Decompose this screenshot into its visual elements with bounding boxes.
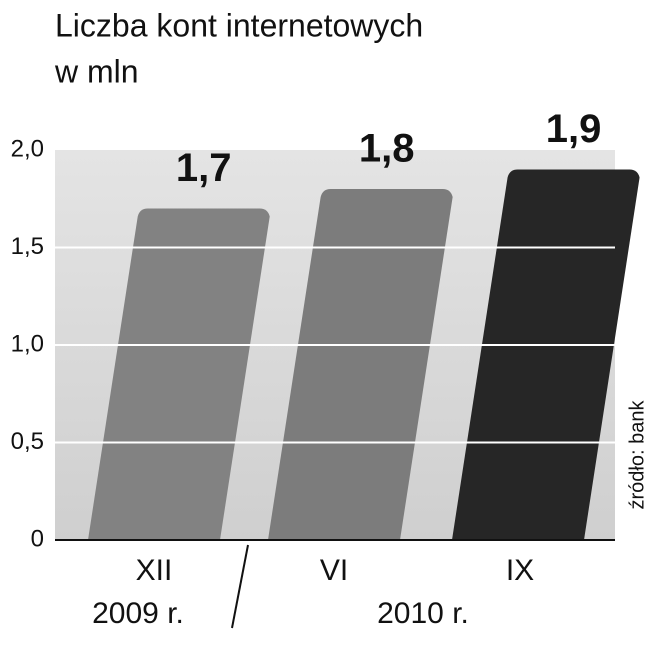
- x-tick-label: XII: [136, 554, 173, 587]
- y-tick-label: 0: [31, 525, 44, 552]
- value-label: 1,8: [359, 127, 415, 171]
- x-tick-label: IX: [506, 554, 534, 587]
- bar: [268, 189, 453, 540]
- year-label: 2009 r.: [92, 597, 184, 630]
- y-tick-label: 1,5: [11, 233, 44, 260]
- value-label: 1,7: [176, 146, 232, 190]
- year-label: 2010 r.: [377, 597, 469, 630]
- value-label: 1,9: [546, 107, 602, 151]
- chart-subtitle: w mln: [54, 53, 139, 89]
- x-tick-label: VI: [320, 554, 348, 587]
- bar: [452, 169, 640, 540]
- chart-title: Liczba kont internetowych: [55, 7, 423, 43]
- y-tick-label: 1,0: [11, 330, 44, 357]
- bar: [88, 208, 270, 540]
- y-tick-label: 2,0: [11, 135, 44, 162]
- source-note: źródło: bank: [626, 400, 648, 510]
- year-separator: [231, 544, 249, 629]
- y-tick-label: 0,5: [11, 428, 44, 455]
